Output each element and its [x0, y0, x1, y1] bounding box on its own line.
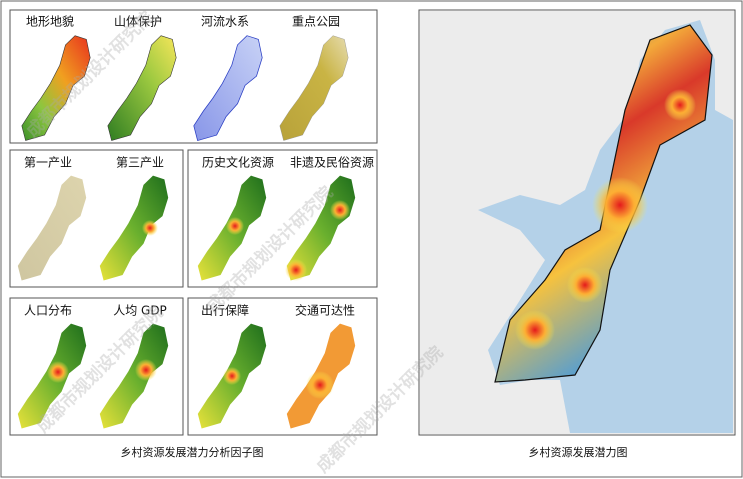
caption: 乡村资源发展潜力图 [529, 445, 628, 459]
factor-label: 河流水系 [201, 15, 249, 29]
panel-frame [187, 149, 378, 288]
factor-label: 历史文化资源 [202, 155, 274, 170]
factor-label: 非遗及民俗资源 [290, 156, 374, 170]
factor-label: 出行保障 [201, 303, 249, 318]
panel-frame [9, 9, 378, 144]
factor-label: 重点公园 [292, 15, 340, 29]
potential-map [420, 11, 734, 434]
factor-label: 第一产业 [24, 156, 72, 170]
caption: 乡村资源发展潜力分析因子图 [121, 445, 264, 459]
thumb-maps [17, 35, 356, 429]
factor-label: 山体保护 [114, 15, 162, 29]
factor-label: 人均 GDP [113, 304, 167, 318]
factor-label: 人口分布 [24, 304, 72, 318]
factor-label: 第三产业 [116, 156, 164, 170]
factor-label: 交通可达性 [295, 303, 355, 318]
factor-label: 地形地貌 [26, 14, 74, 29]
panel-frame [9, 297, 184, 436]
panel-frame [187, 297, 378, 436]
panel-frame [418, 9, 736, 436]
panel-frame [9, 149, 184, 288]
